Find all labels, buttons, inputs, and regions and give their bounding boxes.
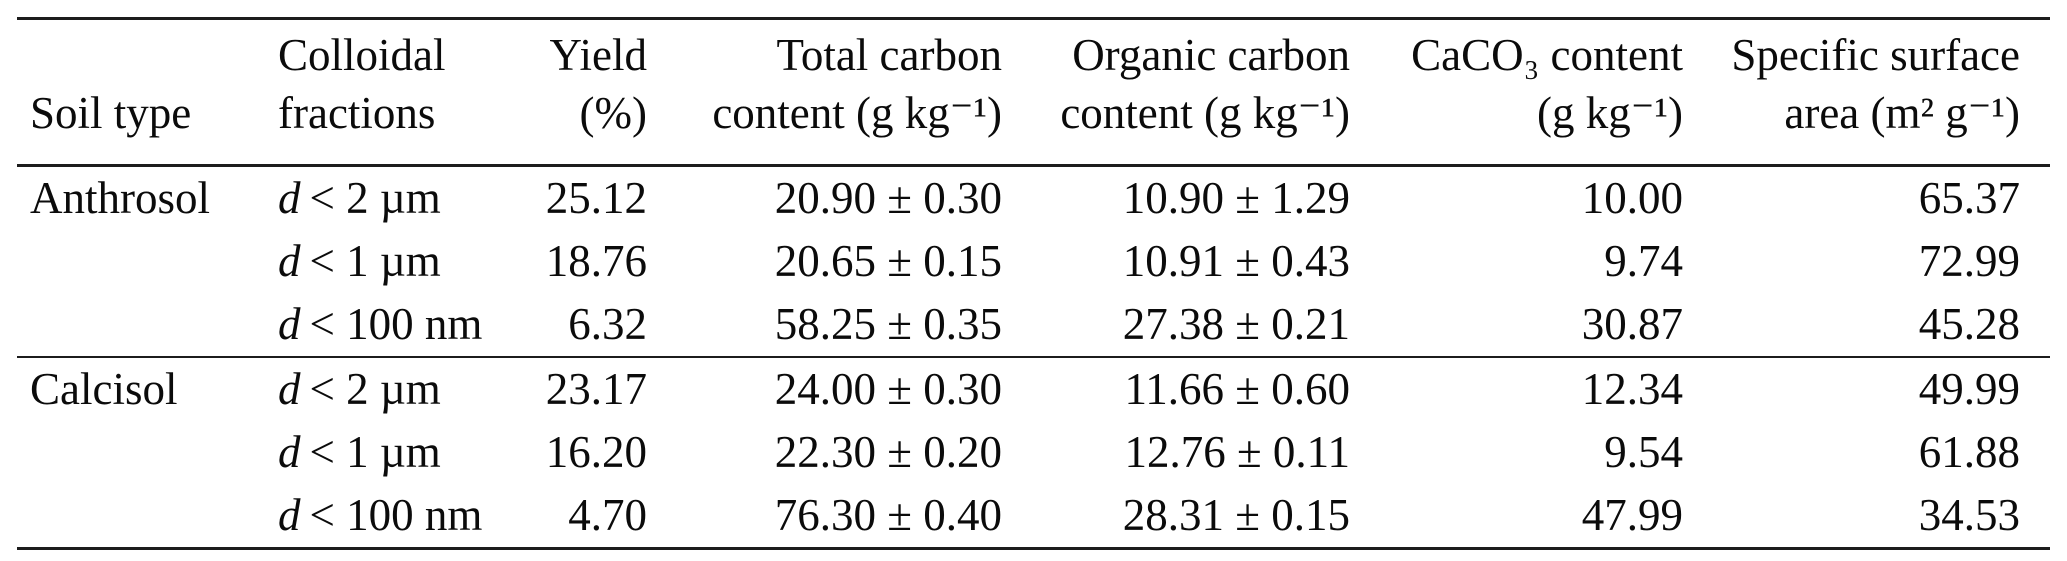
fraction-symbol: d [278, 426, 301, 477]
table-row: d < 100 nm 4.70 76.30 ± 0.40 28.31 ± 0.15… [17, 484, 2050, 549]
total-carbon-cell: 22.30 ± 0.20 [774, 426, 1002, 477]
header-colloidal-line2: fractions [278, 88, 436, 138]
fraction-symbol: d [278, 363, 301, 414]
fraction-symbol: d [278, 489, 301, 540]
fraction-condition: < 1 µm [309, 426, 441, 477]
yield-cell: 4.70 [568, 489, 647, 540]
header-organic-carbon-line2: content (g kg⁻¹) [1060, 88, 1350, 138]
fraction-cell: d < 100 nm [278, 293, 482, 357]
fraction-cell: d < 2 µm [278, 357, 478, 421]
yield-cell: 16.20 [545, 426, 647, 477]
total-carbon-cell: 20.90 ± 0.30 [774, 172, 1002, 223]
organic-carbon-cell: 12.76 ± 0.11 [1124, 426, 1350, 477]
organic-carbon-cell: 27.38 ± 0.21 [1122, 298, 1350, 349]
ssa-cell: 45.28 [1918, 298, 2020, 349]
fraction-condition: < 1 µm [309, 235, 441, 286]
header-yield-line2: (%) [579, 88, 647, 138]
organic-carbon-cell: 28.31 ± 0.15 [1122, 489, 1350, 540]
ssa-cell: 72.99 [1918, 235, 2020, 286]
fraction-cell: d < 2 µm [278, 166, 478, 231]
header-yield-line1: Yield [549, 30, 648, 81]
table-row: Calcisol d < 2 µm 23.17 24.00 ± 0.30 11.6… [17, 357, 2050, 421]
table-row: d < 1 µm 18.76 20.65 ± 0.15 10.91 ± 0.43 … [17, 230, 2050, 293]
caco3-cell: 10.00 [1581, 172, 1683, 223]
header-total-carbon-line2: content (g kg⁻¹) [712, 88, 1002, 138]
organic-carbon-cell: 10.91 ± 0.43 [1122, 235, 1350, 286]
caco3-cell: 9.54 [1604, 426, 1683, 477]
soil-type-cell: Calcisol [30, 363, 178, 414]
header-colloidal-line1: Colloidal [278, 30, 446, 81]
caco3-cell: 47.99 [1581, 489, 1683, 540]
header-row-line2: Soil type fractions (%) content (g kg⁻¹)… [17, 84, 2050, 166]
fraction-cell: d < 100 nm [278, 484, 482, 549]
soil-type-cell [17, 484, 278, 549]
header-specific-surface-line1: Specific surface [1731, 30, 2020, 81]
soil-colloidal-fractions-table: Colloidal Yield Total carbon Organic car… [17, 17, 2050, 550]
ssa-cell: 34.53 [1918, 489, 2020, 540]
yield-cell: 18.76 [545, 235, 647, 286]
soil-type-cell [17, 293, 278, 357]
header-specific-surface-line2: area (m² g⁻¹) [1784, 88, 2020, 138]
fraction-condition: < 2 µm [309, 172, 441, 223]
total-carbon-cell: 20.65 ± 0.15 [774, 235, 1002, 286]
caco3-cell: 12.34 [1581, 363, 1683, 414]
header-total-carbon-line1: Total carbon [776, 30, 1002, 81]
ssa-cell: 61.88 [1918, 426, 2020, 477]
fraction-cell: d < 1 µm [278, 230, 478, 293]
fraction-condition: < 100 nm [309, 298, 483, 349]
header-soil-type-line2: Soil type [30, 88, 192, 138]
header-caco3-line1: CaCO₃ content [1411, 30, 1683, 81]
caco3-cell: 30.87 [1581, 298, 1683, 349]
total-carbon-cell: 76.30 ± 0.40 [774, 489, 1002, 540]
fraction-symbol: d [278, 235, 301, 286]
total-carbon-cell: 24.00 ± 0.30 [774, 363, 1002, 414]
fraction-symbol: d [278, 298, 301, 349]
header-caco3-line2: (g kg⁻¹) [1537, 88, 1683, 138]
caco3-cell: 9.74 [1604, 235, 1683, 286]
ssa-cell: 49.99 [1918, 363, 2020, 414]
table-row: d < 1 µm 16.20 22.30 ± 0.20 12.76 ± 0.11 … [17, 421, 2050, 484]
table-header: Colloidal Yield Total carbon Organic car… [17, 19, 2050, 166]
fraction-cell: d < 1 µm [278, 421, 478, 484]
organic-carbon-cell: 10.90 ± 1.29 [1122, 172, 1350, 223]
table-row: Anthrosol d < 2 µm 25.12 20.90 ± 0.30 10.… [17, 166, 2050, 231]
soil-type-cell: Anthrosol [30, 172, 210, 223]
group-calcisol: Calcisol d < 2 µm 23.17 24.00 ± 0.30 11.6… [17, 357, 2050, 549]
ssa-cell: 65.37 [1918, 172, 2020, 223]
organic-carbon-cell: 11.66 ± 0.60 [1124, 363, 1350, 414]
yield-cell: 6.32 [568, 298, 647, 349]
fraction-symbol: d [278, 172, 301, 223]
header-soil-type-line1 [17, 19, 278, 85]
table-row: d < 100 nm 6.32 58.25 ± 0.35 27.38 ± 0.21… [17, 293, 2050, 357]
soil-type-cell [17, 421, 278, 484]
header-row-line1: Colloidal Yield Total carbon Organic car… [17, 19, 2050, 85]
soil-type-cell [17, 230, 278, 293]
total-carbon-cell: 58.25 ± 0.35 [774, 298, 1002, 349]
yield-cell: 23.17 [545, 363, 647, 414]
group-anthrosol: Anthrosol d < 2 µm 25.12 20.90 ± 0.30 10.… [17, 166, 2050, 358]
header-organic-carbon-line1: Organic carbon [1072, 30, 1350, 81]
fraction-condition: < 100 nm [309, 489, 483, 540]
fraction-condition: < 2 µm [309, 363, 441, 414]
yield-cell: 25.12 [545, 172, 647, 223]
